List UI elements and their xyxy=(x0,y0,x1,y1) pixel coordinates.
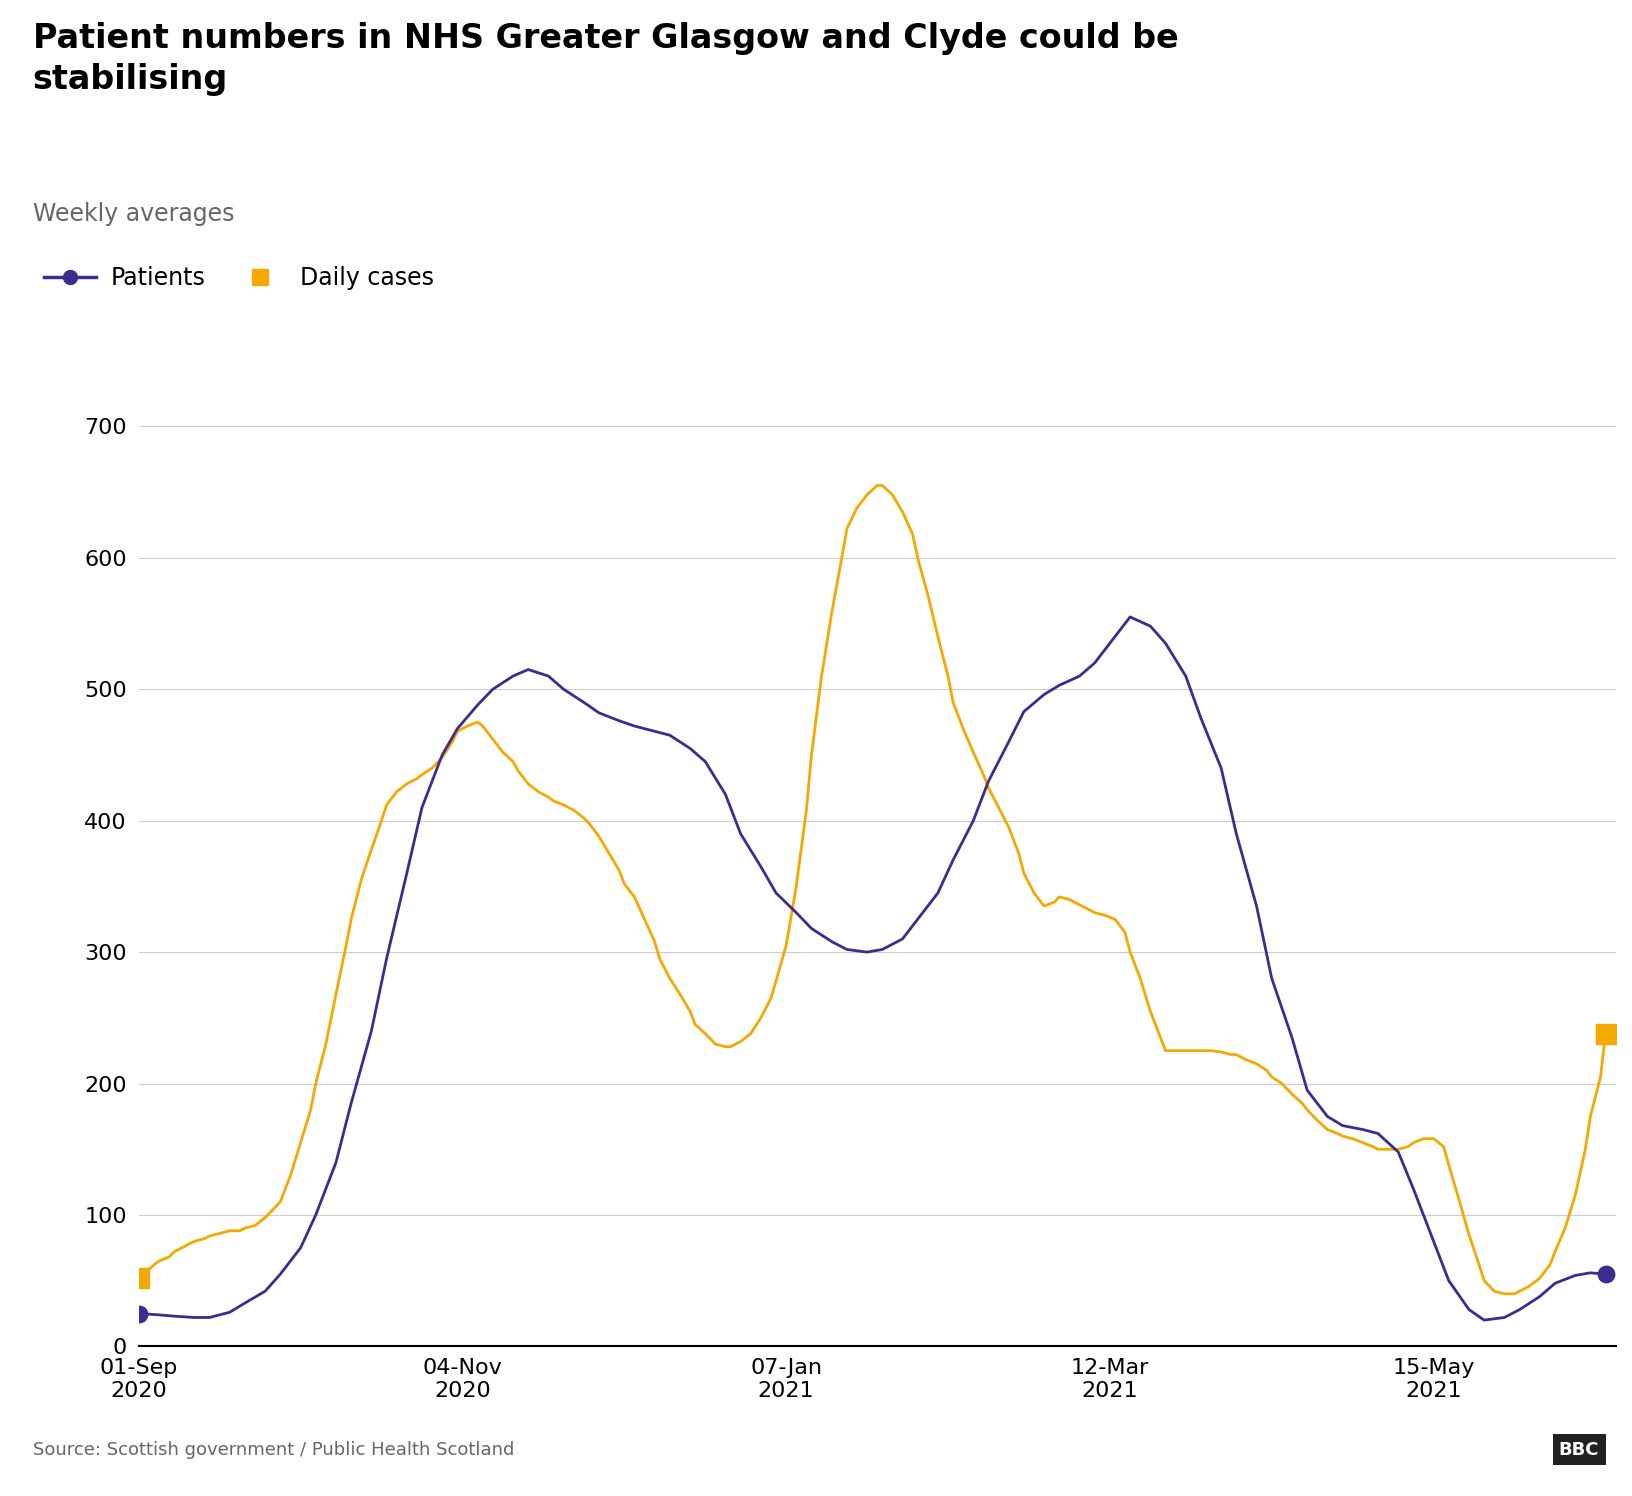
Legend: Patients, Daily cases: Patients, Daily cases xyxy=(44,266,434,290)
Text: Source: Scottish government / Public Health Scotland: Source: Scottish government / Public Hea… xyxy=(33,1441,514,1459)
Text: BBC: BBC xyxy=(1559,1441,1599,1459)
Point xyxy=(1593,1022,1619,1046)
Text: Weekly averages: Weekly averages xyxy=(33,202,233,226)
Point xyxy=(126,1266,152,1290)
Text: Patient numbers in NHS Greater Glasgow and Clyde could be
stabilising: Patient numbers in NHS Greater Glasgow a… xyxy=(33,22,1178,96)
Point xyxy=(1593,1263,1619,1287)
Point xyxy=(126,1302,152,1325)
